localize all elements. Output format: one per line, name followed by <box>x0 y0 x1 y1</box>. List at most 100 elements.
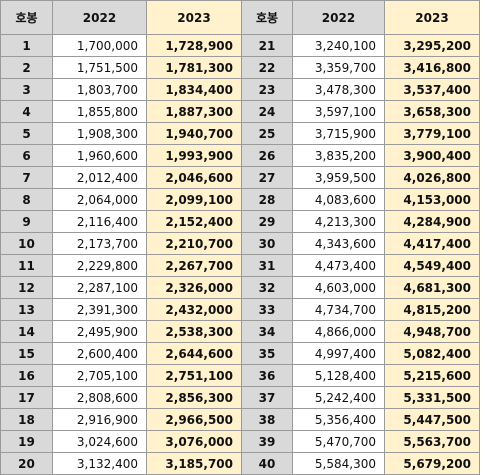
table-row: 5 1,908,300 1,940,700 25 3,715,900 3,779,100 <box>0 122 480 145</box>
salary-2022-cell: 2,705,100 <box>52 364 147 387</box>
salary-2022-cell: 2,012,400 <box>52 166 147 189</box>
step-cell: 20 <box>0 452 53 475</box>
header-2023-left: 2023 <box>146 0 242 35</box>
step-cell: 40 <box>241 452 293 475</box>
table-row: 12 2,287,100 2,326,000 32 4,603,000 4,681,300 <box>0 276 480 299</box>
salary-2022-cell: 4,083,600 <box>292 188 385 211</box>
step-cell: 7 <box>0 166 53 189</box>
header-step-left: 호봉 <box>0 0 53 35</box>
step-cell: 30 <box>241 232 293 255</box>
salary-2022-cell: 3,835,200 <box>292 144 385 167</box>
salary-2022-cell: 1,803,700 <box>52 78 147 101</box>
step-cell: 31 <box>241 254 293 277</box>
salary-2022-cell: 3,024,600 <box>52 430 147 453</box>
salary-2023-cell: 3,416,800 <box>384 56 480 79</box>
step-cell: 29 <box>241 210 293 233</box>
salary-2022-cell: 2,495,900 <box>52 320 147 343</box>
salary-2022-cell: 2,600,400 <box>52 342 147 365</box>
table-row: 15 2,600,400 2,644,600 35 4,997,400 5,082,400 <box>0 342 480 365</box>
salary-2022-cell: 2,916,900 <box>52 408 147 431</box>
salary-2022-cell: 2,173,700 <box>52 232 147 255</box>
salary-2023-cell: 2,267,700 <box>146 254 242 277</box>
table-row: 8 2,064,000 2,099,100 28 4,083,600 4,153,000 <box>0 188 480 211</box>
salary-2022-cell: 4,603,000 <box>292 276 385 299</box>
salary-2022-cell: 4,866,000 <box>292 320 385 343</box>
salary-2023-cell: 5,679,200 <box>384 452 480 475</box>
salary-2022-cell: 2,064,000 <box>52 188 147 211</box>
salary-2023-cell: 2,644,600 <box>146 342 242 365</box>
salary-2023-cell: 1,940,700 <box>146 122 242 145</box>
salary-2022-cell: 4,343,600 <box>292 232 385 255</box>
header-2023-right: 2023 <box>384 0 480 35</box>
salary-2023-cell: 3,185,700 <box>146 452 242 475</box>
step-cell: 1 <box>0 34 53 57</box>
step-cell: 39 <box>241 430 293 453</box>
step-cell: 23 <box>241 78 293 101</box>
step-cell: 15 <box>0 342 53 365</box>
step-cell: 35 <box>241 342 293 365</box>
step-cell: 14 <box>0 320 53 343</box>
salary-2022-cell: 2,287,100 <box>52 276 147 299</box>
step-cell: 12 <box>0 276 53 299</box>
salary-2022-cell: 3,715,900 <box>292 122 385 145</box>
salary-2023-cell: 2,046,600 <box>146 166 242 189</box>
table-row: 9 2,116,400 2,152,400 29 4,213,300 4,284,900 <box>0 210 480 233</box>
step-cell: 18 <box>0 408 53 431</box>
header-step-right: 호봉 <box>241 0 293 35</box>
step-cell: 13 <box>0 298 53 321</box>
step-cell: 21 <box>241 34 293 57</box>
step-cell: 32 <box>241 276 293 299</box>
salary-2022-cell: 1,855,800 <box>52 100 147 123</box>
step-cell: 24 <box>241 100 293 123</box>
salary-2023-cell: 5,447,500 <box>384 408 480 431</box>
salary-2023-cell: 1,781,300 <box>146 56 242 79</box>
salary-2023-cell: 4,815,200 <box>384 298 480 321</box>
salary-2023-cell: 4,026,800 <box>384 166 480 189</box>
step-cell: 36 <box>241 364 293 387</box>
table-row: 16 2,705,100 2,751,100 36 5,128,400 5,215,600 <box>0 364 480 387</box>
step-cell: 6 <box>0 144 53 167</box>
step-cell: 26 <box>241 144 293 167</box>
salary-2023-cell: 2,751,100 <box>146 364 242 387</box>
salary-2022-cell: 1,700,000 <box>52 34 147 57</box>
salary-2022-cell: 1,751,500 <box>52 56 147 79</box>
step-cell: 19 <box>0 430 53 453</box>
salary-2023-cell: 2,326,000 <box>146 276 242 299</box>
step-cell: 4 <box>0 100 53 123</box>
salary-2023-cell: 2,152,400 <box>146 210 242 233</box>
salary-2022-cell: 1,960,600 <box>52 144 147 167</box>
salary-2022-cell: 4,734,700 <box>292 298 385 321</box>
table-row: 17 2,808,600 2,856,300 37 5,242,400 5,331,500 <box>0 386 480 409</box>
salary-2022-cell: 4,473,400 <box>292 254 385 277</box>
table-row: 10 2,173,700 2,210,700 30 4,343,600 4,417,400 <box>0 232 480 255</box>
salary-2023-cell: 3,658,300 <box>384 100 480 123</box>
salary-2023-cell: 2,966,500 <box>146 408 242 431</box>
salary-2023-cell: 1,834,400 <box>146 78 242 101</box>
salary-2022-cell: 5,356,400 <box>292 408 385 431</box>
salary-2023-cell: 2,099,100 <box>146 188 242 211</box>
salary-2023-cell: 3,537,400 <box>384 78 480 101</box>
salary-2023-cell: 5,082,400 <box>384 342 480 365</box>
table-row: 2 1,751,500 1,781,300 22 3,359,700 3,416,800 <box>0 56 480 79</box>
step-cell: 8 <box>0 188 53 211</box>
table-body: 1 1,700,000 1,728,900 21 3,240,100 3,295,200 2… <box>0 34 480 475</box>
salary-2022-cell: 3,359,700 <box>292 56 385 79</box>
salary-2022-cell: 3,959,500 <box>292 166 385 189</box>
step-cell: 27 <box>241 166 293 189</box>
salary-2023-cell: 4,284,900 <box>384 210 480 233</box>
salary-2023-cell: 3,779,100 <box>384 122 480 145</box>
salary-2022-cell: 3,240,100 <box>292 34 385 57</box>
salary-2023-cell: 3,295,200 <box>384 34 480 57</box>
salary-2022-cell: 3,132,400 <box>52 452 147 475</box>
table-row: 19 3,024,600 3,076,000 39 5,470,700 5,563,700 <box>0 430 480 453</box>
salary-2022-cell: 3,478,300 <box>292 78 385 101</box>
salary-2023-cell: 4,681,300 <box>384 276 480 299</box>
header-2022-left: 2022 <box>52 0 147 35</box>
salary-2023-cell: 1,887,300 <box>146 100 242 123</box>
step-cell: 10 <box>0 232 53 255</box>
header-2022-right: 2022 <box>292 0 385 35</box>
salary-2022-cell: 4,213,300 <box>292 210 385 233</box>
table-row: 18 2,916,900 2,966,500 38 5,356,400 5,447,500 <box>0 408 480 431</box>
step-cell: 16 <box>0 364 53 387</box>
